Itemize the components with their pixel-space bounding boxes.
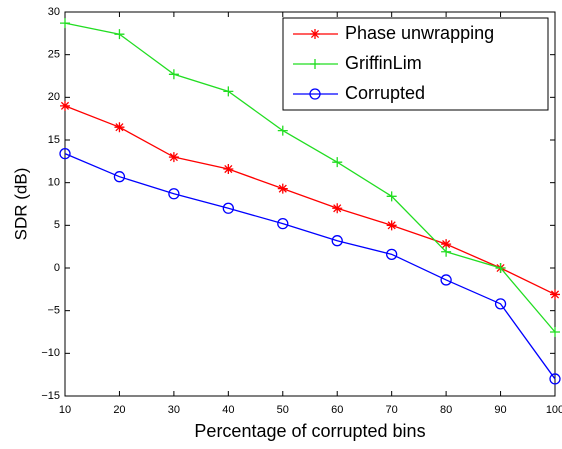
series-line bbox=[64, 22, 556, 333]
marker bbox=[332, 157, 343, 168]
marker bbox=[386, 220, 397, 231]
y-axis-label: SDR (dB) bbox=[11, 168, 30, 241]
marker bbox=[168, 69, 179, 80]
marker bbox=[114, 122, 125, 133]
x-tick-label: 10 bbox=[59, 404, 71, 416]
series-line bbox=[64, 105, 556, 296]
y-tick-label: −5 bbox=[47, 305, 60, 317]
x-tick-label: 90 bbox=[494, 404, 506, 416]
marker bbox=[331, 235, 343, 247]
y-tick-label: −10 bbox=[41, 347, 60, 359]
marker bbox=[310, 59, 320, 69]
marker bbox=[494, 298, 507, 310]
y-tick-label: 0 bbox=[54, 262, 60, 274]
marker bbox=[495, 263, 506, 273]
marker bbox=[223, 86, 234, 97]
marker bbox=[223, 164, 234, 175]
marker bbox=[59, 148, 71, 160]
y-tick-label: 20 bbox=[48, 91, 60, 103]
x-axis-label: Percentage of corrupted bins bbox=[194, 421, 425, 441]
marker bbox=[550, 327, 560, 337]
marker bbox=[277, 183, 288, 194]
x-tick-label: 50 bbox=[277, 404, 289, 416]
marker bbox=[60, 100, 70, 111]
marker bbox=[168, 188, 180, 200]
marker bbox=[441, 239, 452, 250]
marker bbox=[550, 289, 560, 300]
marker bbox=[114, 29, 125, 40]
marker bbox=[332, 203, 343, 214]
y-tick-label: −15 bbox=[41, 390, 60, 402]
y-tick-label: 30 bbox=[48, 6, 60, 18]
marker bbox=[440, 274, 452, 286]
y-tick-label: 25 bbox=[48, 49, 60, 61]
x-tick-label: 60 bbox=[331, 404, 343, 416]
marker bbox=[168, 152, 179, 163]
legend: Phase unwrapping GriffinLim Corrupted bbox=[282, 17, 549, 111]
legend-label: GriffinLim bbox=[345, 53, 422, 73]
x-tick-label: 80 bbox=[440, 404, 452, 416]
marker bbox=[441, 246, 452, 257]
marker bbox=[386, 248, 398, 260]
marker bbox=[309, 88, 321, 100]
x-tick-label: 40 bbox=[222, 404, 234, 416]
marker bbox=[386, 191, 397, 202]
legend-label: Phase unwrapping bbox=[345, 23, 494, 43]
legend-label: Corrupted bbox=[345, 83, 425, 103]
marker bbox=[277, 217, 289, 230]
marker bbox=[277, 125, 288, 136]
y-tick-label: 5 bbox=[54, 219, 60, 231]
marker bbox=[222, 202, 234, 214]
y-tick-label: 10 bbox=[48, 177, 60, 189]
x-tick-label: 70 bbox=[386, 404, 398, 416]
marker bbox=[113, 171, 126, 183]
x-tick-label: 20 bbox=[113, 404, 125, 416]
marker bbox=[60, 18, 70, 29]
x-tick-label: 100 bbox=[546, 404, 562, 416]
series-line bbox=[64, 153, 556, 380]
marker bbox=[310, 29, 320, 39]
x-tick-label: 30 bbox=[168, 404, 180, 416]
plot-frame bbox=[64, 11, 556, 397]
y-tick-label: 15 bbox=[48, 134, 60, 146]
marker bbox=[549, 373, 561, 385]
